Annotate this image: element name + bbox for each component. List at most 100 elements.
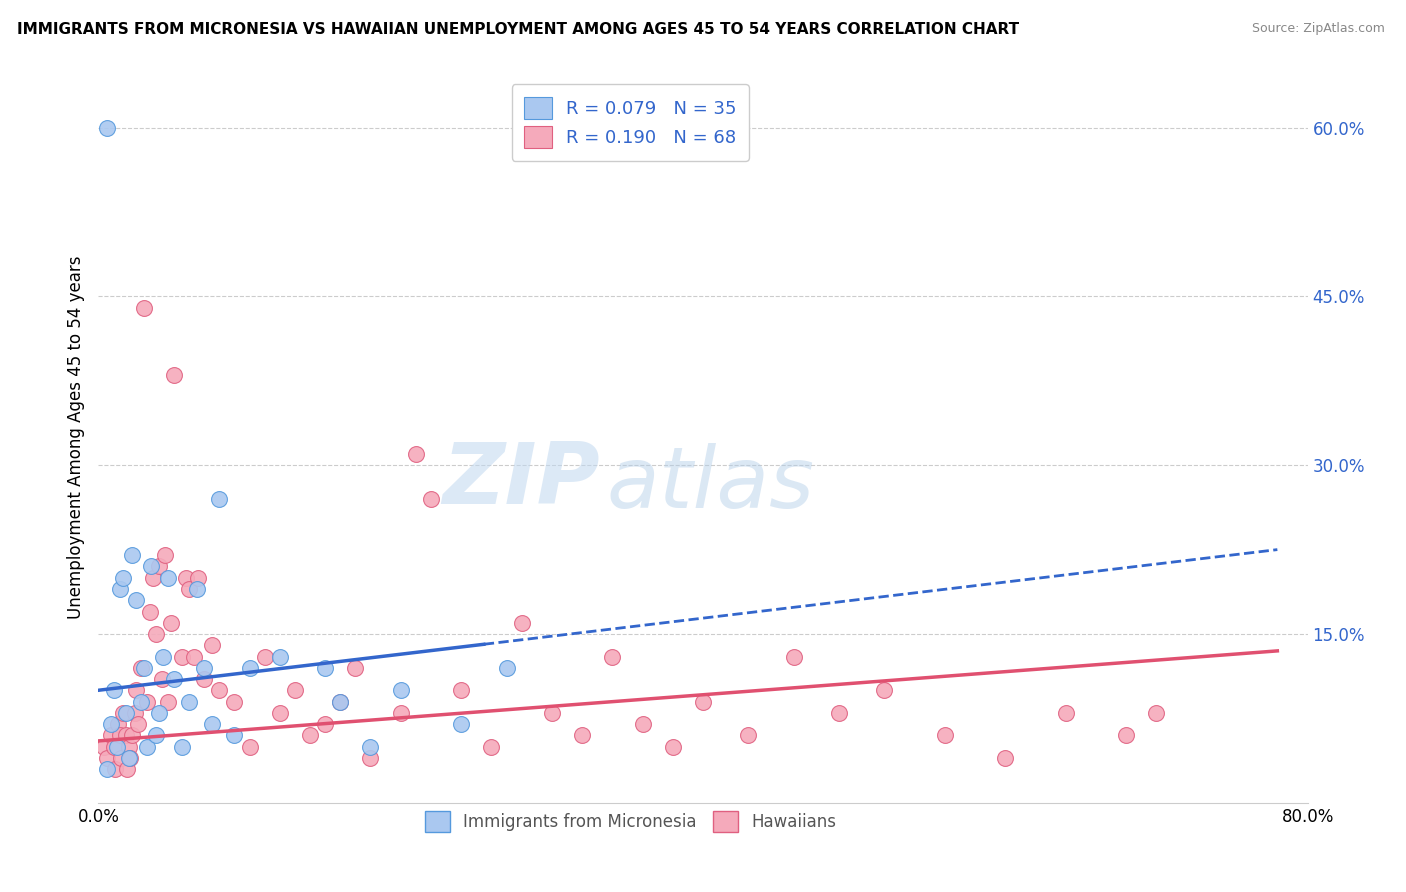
Text: ZIP: ZIP	[443, 440, 600, 523]
Point	[510, 615, 533, 630]
Point	[163, 672, 186, 686]
Point	[108, 728, 131, 742]
Text: Source: ZipAtlas.com: Source: ZipAtlas.com	[1251, 22, 1385, 36]
Point	[174, 571, 197, 585]
Point	[1115, 728, 1137, 742]
Point	[141, 559, 163, 574]
Point	[783, 649, 806, 664]
Point	[148, 706, 170, 720]
Point	[156, 694, 179, 708]
Point	[360, 751, 382, 765]
Point	[224, 694, 246, 708]
Point	[118, 751, 141, 765]
Point	[450, 683, 472, 698]
Point	[828, 706, 851, 720]
Point	[183, 649, 205, 664]
Point	[269, 649, 291, 664]
Point	[692, 694, 714, 708]
Point	[450, 717, 472, 731]
Point	[389, 706, 412, 720]
Point	[132, 661, 155, 675]
Point	[148, 559, 170, 574]
Point	[299, 728, 322, 742]
Point	[344, 661, 367, 675]
Point	[114, 706, 136, 720]
Legend: Immigrants from Micronesia, Hawaiians: Immigrants from Micronesia, Hawaiians	[418, 805, 844, 838]
Point	[121, 548, 143, 562]
Point	[115, 762, 138, 776]
Point	[239, 739, 262, 754]
Point	[127, 717, 149, 731]
Point	[103, 739, 125, 754]
Point	[193, 672, 215, 686]
Point	[495, 661, 517, 675]
Point	[314, 717, 336, 731]
Text: IMMIGRANTS FROM MICRONESIA VS HAWAIIAN UNEMPLOYMENT AMONG AGES 45 TO 54 YEARS CO: IMMIGRANTS FROM MICRONESIA VS HAWAIIAN U…	[17, 22, 1019, 37]
Point	[208, 491, 231, 506]
Point	[108, 582, 131, 596]
Point	[96, 120, 118, 135]
Point	[179, 582, 201, 596]
Point	[208, 683, 231, 698]
Point	[114, 728, 136, 742]
Point	[107, 717, 129, 731]
Point	[153, 548, 176, 562]
Point	[120, 751, 142, 765]
Point	[737, 728, 759, 742]
Point	[193, 661, 215, 675]
Point	[145, 728, 167, 742]
Point	[314, 661, 336, 675]
Point	[132, 301, 155, 315]
Point	[602, 649, 624, 664]
Point	[103, 683, 125, 698]
Point	[100, 728, 122, 742]
Point	[481, 739, 503, 754]
Point	[934, 728, 956, 742]
Point	[239, 661, 262, 675]
Point	[100, 717, 122, 731]
Point	[329, 694, 352, 708]
Point	[420, 491, 443, 506]
Point	[142, 571, 165, 585]
Point	[111, 706, 134, 720]
Point	[129, 694, 152, 708]
Point	[170, 739, 193, 754]
Point	[405, 447, 427, 461]
Point	[125, 593, 148, 607]
Point	[139, 605, 162, 619]
Point	[96, 751, 118, 765]
Point	[152, 649, 174, 664]
Point	[253, 649, 276, 664]
Point	[145, 627, 167, 641]
Point	[96, 762, 118, 776]
Point	[994, 751, 1017, 765]
Point	[631, 717, 654, 731]
Point	[125, 683, 148, 698]
Point	[179, 694, 201, 708]
Point	[389, 683, 412, 698]
Point	[105, 739, 128, 754]
Point	[121, 728, 143, 742]
Point	[129, 661, 152, 675]
Text: atlas: atlas	[606, 443, 814, 526]
Point	[124, 706, 146, 720]
Point	[201, 717, 224, 731]
Point	[111, 571, 134, 585]
Point	[187, 571, 209, 585]
Point	[170, 649, 193, 664]
Point	[284, 683, 307, 698]
Point	[93, 739, 115, 754]
Point	[1054, 706, 1077, 720]
Point	[163, 368, 186, 383]
Point	[110, 751, 132, 765]
Point	[360, 739, 382, 754]
Point	[135, 694, 157, 708]
Point	[150, 672, 173, 686]
Point	[540, 706, 562, 720]
Point	[104, 762, 127, 776]
Point	[135, 739, 157, 754]
Point	[1144, 706, 1167, 720]
Point	[186, 582, 208, 596]
Point	[156, 571, 179, 585]
Point	[201, 638, 224, 652]
